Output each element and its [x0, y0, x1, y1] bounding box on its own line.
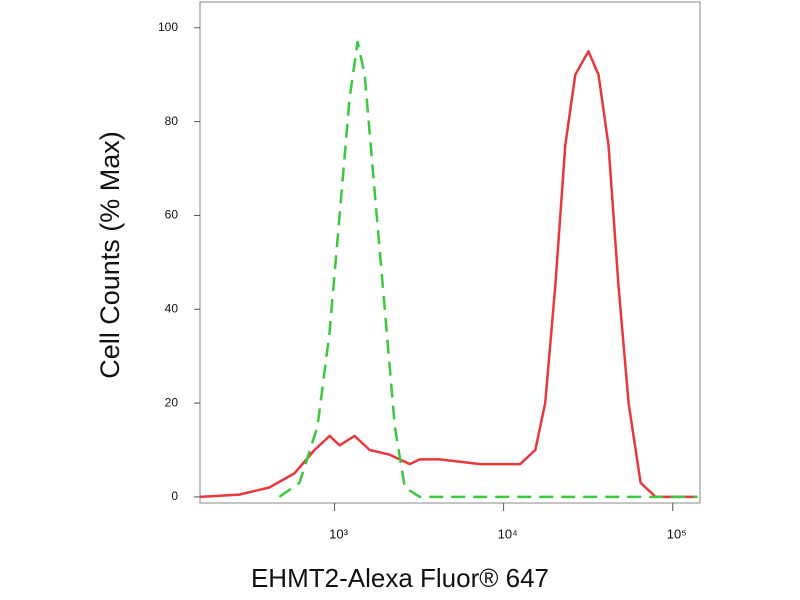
x-tick-label: 10⁵: [667, 526, 687, 541]
x-tick-label: 10⁴: [498, 526, 518, 541]
plot-frame: [199, 1, 701, 504]
y-tick-label: 80: [165, 114, 179, 128]
x-tick-label: 10³: [329, 526, 348, 541]
histogram-line: [278, 40, 698, 499]
y-axis-title: Cell Counts (% Max): [95, 131, 125, 379]
y-tick-label: 40: [165, 301, 179, 315]
y-tick-label: 20: [165, 395, 179, 409]
y-tick-label: 100: [158, 20, 178, 34]
y-tick-label: 0: [171, 489, 178, 503]
y-tick-label: 60: [165, 208, 179, 222]
histogram-line: [199, 50, 698, 499]
x-axis-title: EHMT2-Alexa Fluor® 647: [251, 563, 549, 593]
